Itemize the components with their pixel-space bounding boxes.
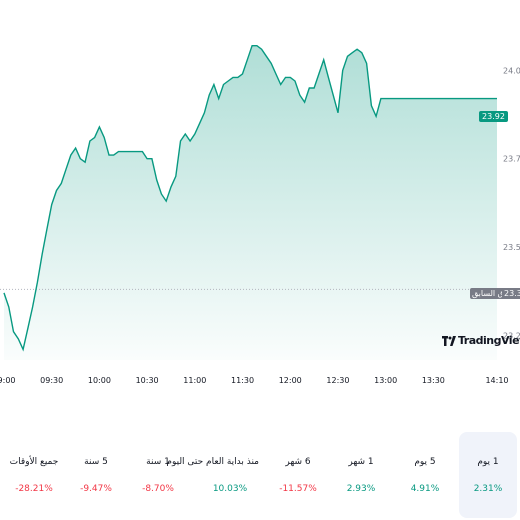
- x-tick-label: 13:00: [374, 376, 397, 385]
- period-button[interactable]: 1 سنة -8.70%: [129, 432, 187, 518]
- x-tick-label: 10:30: [136, 376, 159, 385]
- period-label: 5 سنة: [84, 457, 108, 467]
- previous-close-label: الإغلاق السابق: [470, 288, 520, 299]
- period-label: 6 شهر: [285, 457, 311, 467]
- period-change-value: -28.21%: [15, 484, 53, 494]
- x-tick-label: 14:10: [485, 376, 508, 385]
- x-tick-label: 13:30: [422, 376, 445, 385]
- period-button[interactable]: جميع الأوقات -28.21%: [5, 432, 63, 518]
- period-label: جميع الأوقات: [9, 457, 59, 467]
- price-area: [4, 45, 497, 360]
- chart-canvas[interactable]: 24.00 23.75 23.50 23.25 09:00 09:30 10:00 10:3…: [0, 0, 520, 400]
- y-tick-label: 23.50: [503, 243, 520, 252]
- y-tick-label: 23.75: [503, 155, 520, 164]
- x-tick-label: 10:00: [88, 376, 111, 385]
- period-label: 1 شهر: [348, 457, 374, 467]
- price-line[interactable]: [3, 45, 497, 352]
- previous-close-value: 23.38: [502, 288, 520, 299]
- period-change-value: 10.03%: [212, 484, 248, 494]
- y-tick-label: 24.00: [503, 66, 520, 75]
- period-change-value: -11.57%: [279, 484, 317, 494]
- period-change-value: 2.31%: [473, 484, 503, 494]
- period-label: منذ بداية العام حتى اليوم: [166, 457, 259, 467]
- last-price-label: 23.92: [479, 111, 508, 122]
- x-tick-label: 12:00: [279, 376, 302, 385]
- tradingview-logo[interactable]: TradingView: [442, 334, 520, 347]
- tradingview-logo-text: TradingView: [458, 334, 520, 347]
- x-tick-label: 11:30: [231, 376, 254, 385]
- x-tick-label: 11:00: [183, 376, 206, 385]
- x-tick-label: 09:00: [0, 376, 16, 385]
- period-label: 1 سنة: [146, 457, 170, 467]
- price-chart[interactable]: 24.00 23.75 23.50 23.25 09:00 09:30 10:00 10:3…: [0, 0, 520, 400]
- period-button[interactable]: 5 يوم 4.91%: [396, 432, 454, 518]
- period-button[interactable]: 6 شهر -11.57%: [269, 432, 327, 518]
- period-performance-row: 1 يوم 2.31% 5 يوم 4.91% 1 شهر 2.93% 6 شهر -11.5…: [0, 432, 520, 520]
- period-button[interactable]: 1 يوم 2.31%: [459, 432, 517, 518]
- y-tick-label: 23.25: [503, 331, 520, 340]
- period-change-value: 4.91%: [410, 484, 440, 494]
- tradingview-logo-icon: [442, 335, 456, 346]
- period-change-value: 2.93%: [346, 484, 376, 494]
- x-tick-label: 12:30: [326, 376, 349, 385]
- x-tick-label: 09:30: [40, 376, 63, 385]
- period-button[interactable]: 1 شهر 2.93%: [332, 432, 390, 518]
- period-change-value: -9.47%: [80, 484, 112, 494]
- period-label: 5 يوم: [414, 457, 436, 467]
- period-change-value: -8.70%: [142, 484, 174, 494]
- period-button[interactable]: منذ بداية العام حتى اليوم 10.03%: [166, 432, 259, 518]
- period-label: 1 يوم: [477, 457, 499, 467]
- period-button[interactable]: 5 سنة -9.47%: [67, 432, 125, 518]
